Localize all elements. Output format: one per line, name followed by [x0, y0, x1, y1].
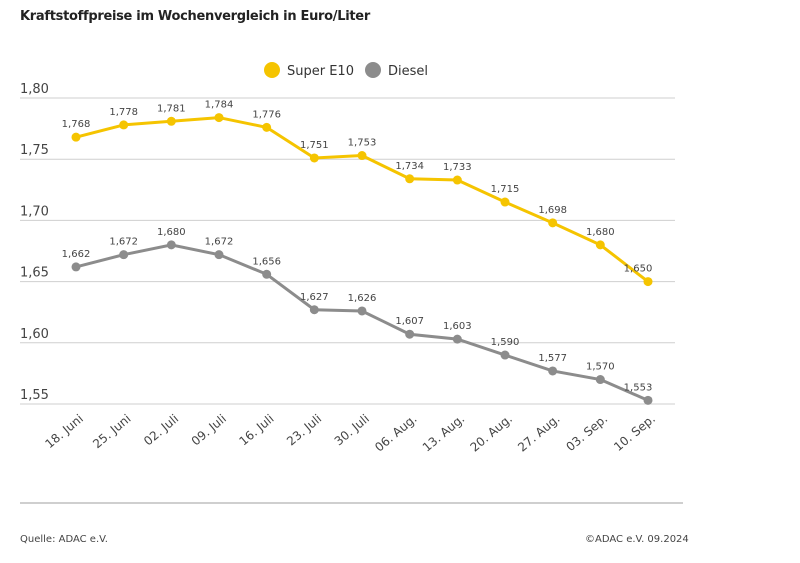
data-point [452, 175, 462, 185]
data-point [500, 350, 510, 360]
data-label: 1,627 [300, 292, 329, 303]
x-tick-label: 30. Juli [332, 412, 372, 449]
data-label: 1,590 [491, 337, 520, 348]
data-point [595, 375, 605, 385]
legend-marker-1 [365, 62, 381, 78]
data-point [71, 132, 81, 142]
data-label: 1,776 [252, 109, 281, 120]
data-label: 1,781 [157, 103, 186, 114]
data-point [405, 174, 415, 184]
x-tick-label: 06. Aug. [372, 412, 419, 455]
x-tick-label: 27. Aug. [515, 412, 562, 455]
data-label: 1,626 [348, 293, 377, 304]
data-label: 1,698 [538, 205, 567, 216]
data-point [166, 116, 176, 126]
data-label: 1,650 [624, 264, 653, 275]
x-tick-label: 25. Juni [90, 412, 133, 452]
data-point [548, 218, 558, 228]
data-point [262, 122, 272, 132]
legend-label: Diesel [388, 64, 428, 79]
x-tick-label: 13. Aug. [420, 412, 467, 455]
y-tick-label: 1,75 [20, 143, 49, 158]
x-tick-label: 20. Aug. [468, 412, 515, 455]
data-label: 1,603 [443, 321, 472, 332]
y-tick-label: 1,70 [20, 204, 49, 219]
data-point [309, 305, 319, 315]
data-point [595, 240, 605, 250]
x-tick-label: 09. Juli [189, 412, 229, 449]
data-label: 1,733 [443, 162, 472, 173]
data-label: 1,553 [624, 382, 653, 393]
data-label: 1,570 [586, 362, 615, 373]
data-point [71, 262, 81, 272]
data-point [500, 197, 510, 207]
data-point [452, 334, 462, 344]
chart-title: Kraftstoffpreise im Wochenvergleich in E… [20, 9, 370, 24]
x-tick-label: 02. Juli [141, 412, 181, 449]
data-label: 1,784 [205, 100, 234, 111]
data-point [214, 250, 224, 260]
data-label: 1,577 [538, 353, 567, 364]
x-tick-label: 10. Sep. [611, 412, 658, 454]
x-tick-label: 18. Juni [42, 412, 85, 452]
series-line-1 [75, 243, 649, 402]
x-tick-label: 23. Juli [284, 412, 324, 449]
legend-label: Super E10 [287, 64, 354, 79]
y-tick-label: 1,65 [20, 266, 49, 281]
data-point [357, 151, 367, 161]
data-point [119, 250, 129, 260]
data-label: 1,753 [348, 138, 377, 149]
data-point [643, 277, 653, 287]
data-point [166, 240, 176, 250]
data-point [357, 306, 367, 316]
data-label: 1,672 [109, 237, 138, 248]
y-tick-label: 1,55 [20, 388, 49, 403]
data-label: 1,607 [395, 316, 424, 327]
data-point [214, 113, 224, 123]
y-tick-label: 1,80 [20, 82, 49, 97]
data-label: 1,662 [62, 249, 91, 260]
data-point [548, 366, 558, 376]
legend-marker-0 [264, 62, 280, 78]
data-label: 1,672 [205, 237, 234, 248]
data-label: 1,680 [157, 227, 186, 238]
data-label: 1,715 [491, 184, 520, 195]
data-label: 1,751 [300, 140, 329, 151]
data-point [309, 153, 319, 163]
source-note: Quelle: ADAC e.V. [20, 534, 108, 545]
data-point [405, 329, 415, 339]
copyright-note: ©ADAC e.V. 09.2024 [585, 534, 689, 545]
data-label: 1,734 [395, 161, 424, 172]
y-tick-label: 1,60 [20, 327, 49, 342]
data-label: 1,656 [252, 256, 281, 267]
data-point [119, 120, 129, 130]
data-label: 1,680 [586, 227, 615, 238]
data-point [643, 395, 653, 405]
data-label: 1,778 [109, 107, 138, 118]
data-label: 1,768 [62, 119, 91, 130]
x-tick-label: 16. Juli [236, 412, 276, 449]
x-tick-label: 03. Sep. [563, 412, 610, 454]
data-point [262, 269, 272, 279]
